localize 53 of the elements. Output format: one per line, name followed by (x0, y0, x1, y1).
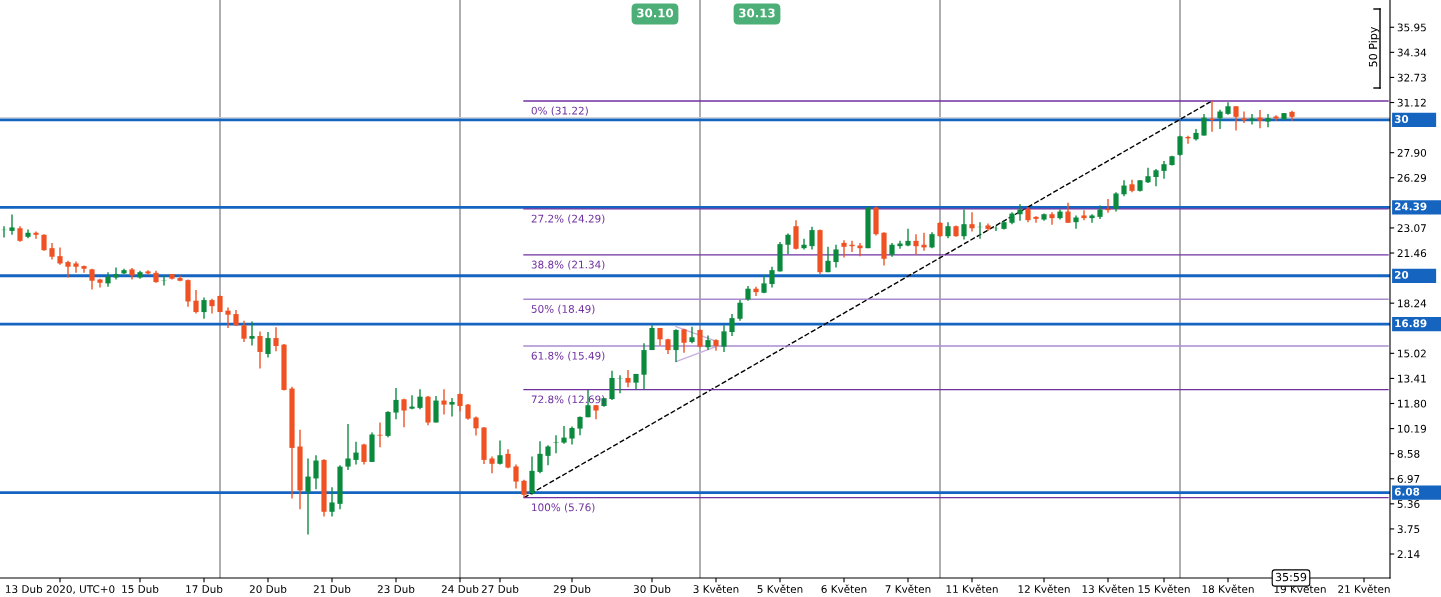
series-label: 38.8% (21.34) (531, 260, 605, 270)
y-tick-label: 5.36 (1397, 500, 1420, 508)
x-tick-label: 21 Květen (1338, 584, 1390, 594)
x-tick-label: 15 Květen (1138, 584, 1190, 594)
y-tick-label: 3.75 (1397, 525, 1420, 534)
y-tick-label: 13.41 (1398, 374, 1426, 383)
y-tick-label: 35.95 (1397, 23, 1426, 32)
y-tick-label: 23.07 (1397, 224, 1426, 233)
series-label: 50% (18.49) (531, 304, 595, 315)
ref-line-label: 6.08 (1394, 487, 1420, 496)
y-tick-label: 18.24 (1398, 299, 1427, 308)
x-tick-label: 5 Květen (757, 584, 803, 594)
x-tick-label: 29 Dub (553, 584, 591, 594)
y-tick-label: 10.19 (1398, 424, 1427, 433)
ref-line-label: 16.89 (1395, 319, 1427, 328)
x-tick-label: 17 Dub (186, 584, 223, 594)
y-tick-label: 27.90 (1397, 148, 1427, 157)
y-tick-label: 21.46 (1397, 249, 1427, 258)
ref-line-label: 20 (1394, 270, 1409, 279)
x-tick-label: 18 Květen (1202, 584, 1254, 594)
y-tick-label: 26.29 (1397, 173, 1427, 182)
annotation: 50 Pipy (1368, 26, 1380, 67)
x-tick-label: 13 Dub 2020, UTC+0 (6, 584, 115, 595)
x-tick-label: 3 Květen (693, 584, 739, 594)
y-tick-label: 31.12 (1397, 98, 1426, 107)
series-label: 27.2% (24.29) (531, 214, 605, 224)
x-tick-label: 24 Dub (441, 584, 479, 594)
y-tick-label: 8.58 (1397, 449, 1420, 458)
x-tick-label: 6 Květen (821, 584, 867, 594)
x-tick-label: 20 Dub (249, 584, 287, 594)
annotation: 30.10 (637, 8, 674, 18)
series-label: 61.8% (15.49) (531, 351, 605, 361)
x-tick-label: 21 Dub (313, 584, 351, 594)
y-tick-label: 6.97 (1397, 474, 1420, 483)
y-tick-label: 32.73 (1397, 73, 1426, 82)
annotation: 35:59 (1275, 572, 1307, 582)
y-tick-label: 11.80 (1398, 399, 1427, 408)
ref-line-label: 24.39 (1394, 202, 1427, 211)
x-tick-label: 23 Dub (377, 584, 415, 594)
x-tick-label: 15 Dub (122, 584, 159, 594)
x-tick-label: 7 Květen (885, 584, 931, 594)
series-label: 0% (31.22) (531, 106, 588, 116)
x-tick-label: 11 Květen (946, 584, 998, 594)
y-tick-label: 34.34 (1397, 48, 1427, 57)
y-tick-label: 15.02 (1398, 349, 1426, 358)
x-tick-label: 13 Květen (1082, 584, 1134, 594)
series-label: 100% (5.76) (532, 503, 595, 513)
x-tick-label: 30 Dub (633, 584, 671, 594)
ref-line-label: 30 (1394, 115, 1409, 123)
x-tick-label: 27 Dub (481, 584, 519, 594)
x-tick-label: 12 Květen (1018, 584, 1070, 594)
y-tick-label: 2.14 (1397, 550, 1420, 558)
annotation: 30.13 (739, 8, 775, 18)
